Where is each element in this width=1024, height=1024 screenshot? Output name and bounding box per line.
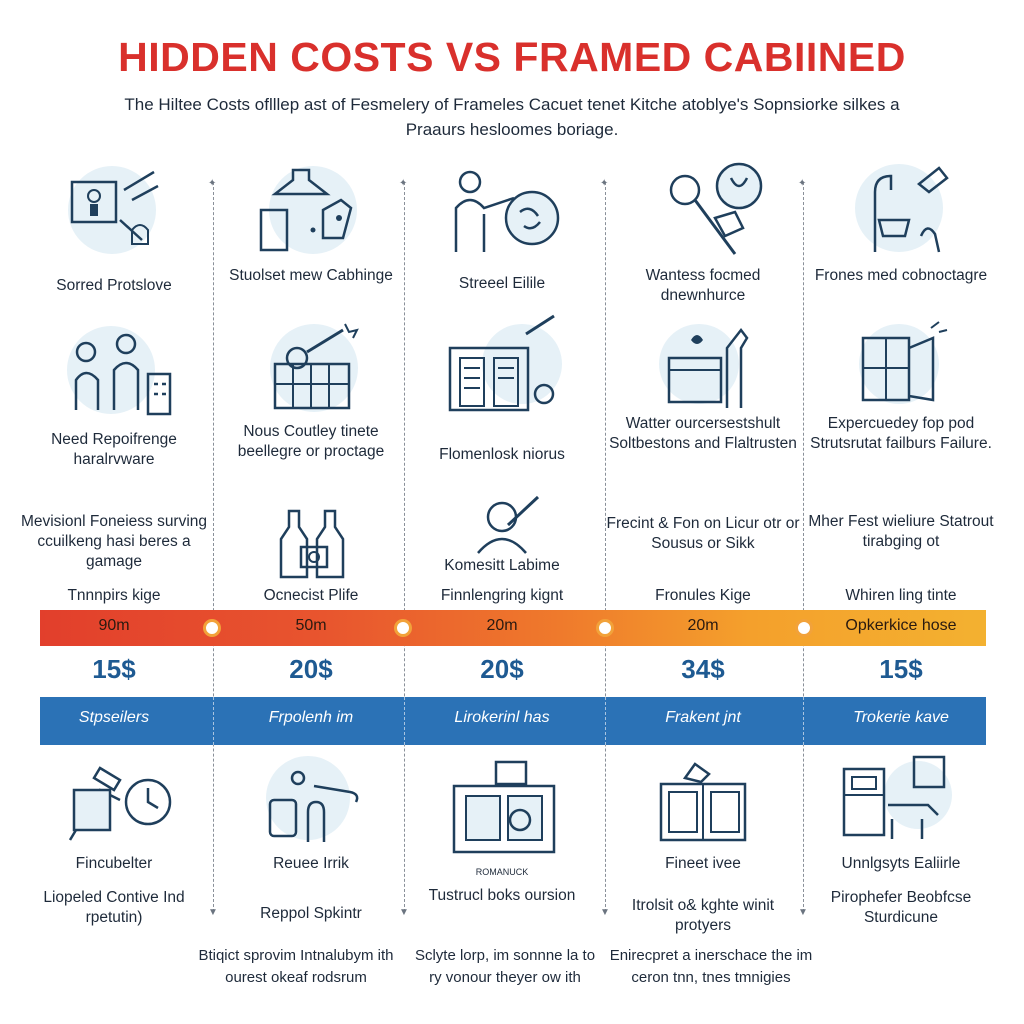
page-subtitle: The Hiltee Costs oflllep ast of Fesmeler…: [124, 95, 900, 139]
row2-label: Nous Coutley tinete beellegre or proctag…: [237, 423, 385, 460]
timeline-marker: [394, 619, 412, 637]
row1-label: Streeel Eilile: [458, 275, 546, 292]
magnifier-tools-icon: [645, 160, 765, 260]
cost-timeline-band: [40, 610, 986, 646]
row1-label: Stuolset mew Cabhinge: [229, 267, 393, 284]
band-separator: [404, 697, 405, 745]
footnote: Sclyte lorp, im sonnne la to ry vonour t…: [414, 947, 596, 986]
shelf-failure-icon: [838, 755, 958, 845]
row3-label: Mher Fest wieliure Statrout tirabging ot: [808, 513, 994, 550]
cost-number: 20$: [480, 654, 524, 684]
row3-label: Komesitt Labime: [444, 557, 560, 574]
page-title: HIDDEN COSTS VS FRAMED CABIINED: [118, 34, 906, 80]
band-value: 20m: [486, 617, 518, 634]
band-heading: Whiren ling tinte: [845, 587, 957, 604]
row5-label: Liopeled Contive Ind rpetutin): [43, 889, 185, 926]
row2-label: Expercuedey fop pod Strutsrutat failburs…: [810, 415, 992, 452]
cost-number: 15$: [92, 654, 136, 684]
range-hood-icon: [253, 160, 373, 260]
kitchen-repair-icon: [448, 760, 568, 856]
band-value: 50m: [295, 617, 327, 634]
column-divider: ✦ ▼: [798, 178, 808, 918]
band-separator: [803, 697, 804, 745]
row5-label: Itrolsit o& kghte winit protyers: [631, 897, 775, 934]
category-label: Frpolenh im: [268, 709, 354, 726]
row1-label: Frones med cobnoctagre: [814, 267, 988, 284]
row4-label: Fincubelter: [75, 855, 153, 872]
band-value: Opkerkice hose: [845, 617, 957, 634]
hardware-clock-icon: [60, 760, 180, 844]
cabinet-damage-icon: [444, 312, 564, 416]
category-label: Stpseilers: [78, 709, 150, 726]
row4-label: Fineet ivee: [665, 855, 741, 872]
category-label: Lirokerinl has: [454, 709, 550, 726]
band-heading: Ocnecist Plife: [263, 587, 359, 604]
category-label: Frakent jnt: [665, 709, 741, 726]
category-band: [40, 697, 986, 745]
row5-label: Reppol Spkintr: [260, 905, 362, 922]
column-divider: ✦ ▼: [399, 178, 409, 918]
water-damage-icon: [655, 318, 755, 410]
cost-number: 15$: [879, 654, 923, 684]
row4-label: Unnlgsyts Ealiirle: [841, 855, 961, 872]
row1-label: Sorred Protslove: [56, 277, 172, 294]
row3-label: Frecint & Fon on Licur otr or Sousus or …: [606, 515, 800, 552]
column-divider: ✦ ▼: [208, 178, 218, 918]
cabinet-diagram-icon: [62, 160, 172, 260]
row1-label: Wantess focmed dnewnhurce: [645, 267, 761, 304]
column-divider: ✦ ▼: [600, 178, 610, 918]
cost-number: 20$: [289, 654, 333, 684]
hand-tools-icon: [258, 752, 368, 848]
timeline-marker: [795, 619, 813, 637]
broken-faucet-icon: [849, 160, 959, 260]
band-heading: Tnnnpirs kige: [67, 587, 161, 604]
door-structure-icon: [853, 318, 953, 408]
row2-label: Watter ourcersestshult Soltbestons and F…: [609, 415, 797, 452]
cabinet-hands-icon: [655, 760, 755, 844]
band-separator: [213, 697, 214, 745]
cost-number: 34$: [681, 654, 725, 684]
timeline-marker: [203, 619, 221, 637]
footnote: Enirecpret a inerschace the im ceron tnn…: [609, 947, 813, 986]
row5-label: Pirophefer Beobfcse Sturdicune: [830, 889, 972, 926]
band-value: 20m: [687, 617, 719, 634]
band-separator: [605, 697, 606, 745]
cabinet-saw-icon: [259, 318, 369, 418]
footnote: Btiqict sprovim Intnalubym ith ourest ok…: [198, 947, 394, 986]
row2-label: Flomenlosk niorus: [439, 446, 565, 463]
bottles-icon: [273, 505, 353, 580]
category-label: Trokerie kave: [853, 709, 949, 726]
band-heading: Fronules Kige: [655, 587, 751, 604]
band-value: 90m: [98, 617, 130, 634]
row4-label: Reuee Irrik: [273, 855, 349, 872]
band-heading: Finnlengring kignt: [440, 587, 564, 604]
row2-label: Need Repoifrenge haralrvware: [51, 431, 177, 468]
row3-label: Mevisionl Foneiess surving ccuilkeng has…: [20, 513, 208, 570]
row4-label: ROMANUCK: [475, 867, 529, 877]
people-kitchen-icon: [56, 322, 176, 422]
person-repair-icon: [450, 160, 570, 260]
row5-label: Tustrucl boks oursion: [428, 887, 576, 904]
person-tool-icon: [474, 495, 544, 555]
timeline-marker: [596, 619, 614, 637]
